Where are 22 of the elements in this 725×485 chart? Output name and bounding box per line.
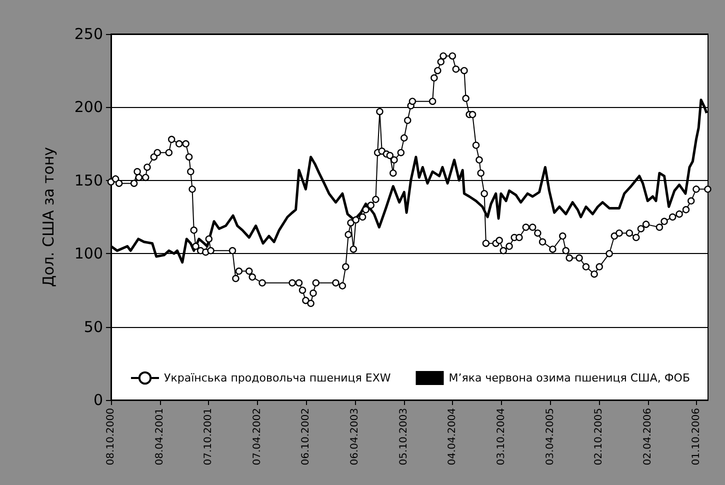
y-tick-label: 150 — [74, 171, 103, 190]
x-tick-label: 04.04.2004 — [447, 408, 458, 466]
x-tick-label: 03.04.2005 — [544, 408, 556, 466]
x-tick-label: 01.10.2006 — [691, 408, 702, 466]
x-tick-label: 06.04.2003 — [350, 408, 361, 466]
y-tick-label: 100 — [74, 244, 103, 263]
x-tick-label: 06.10.2002 — [300, 408, 312, 466]
x-tick-label: 02.10.2005 — [594, 408, 605, 466]
y-tick-label: 250 — [74, 25, 103, 43]
x-tick-label: 03.10.2004 — [496, 408, 507, 466]
x-tick-label: 07.10.2001 — [203, 408, 214, 466]
legend-label: Українська продовольча пшениця EXW — [164, 372, 391, 384]
x-tick-label: 02.04.2006 — [642, 408, 654, 466]
y-axis-title: Дол. США за тону — [40, 146, 58, 288]
legend-label: М’яка червона озима пшениця США, ФОБ — [448, 372, 690, 384]
x-tick-label: 07.04.2002 — [252, 408, 263, 466]
x-tick-label: 08.04.2001 — [154, 408, 166, 466]
y-tick-label: 200 — [74, 98, 103, 116]
x-tick-label: 05.10.2003 — [398, 408, 410, 466]
y-tick-label: 0 — [93, 391, 103, 409]
x-tick-label: 08.10.2000 — [106, 408, 116, 466]
y-tick-label: 50 — [84, 318, 103, 336]
